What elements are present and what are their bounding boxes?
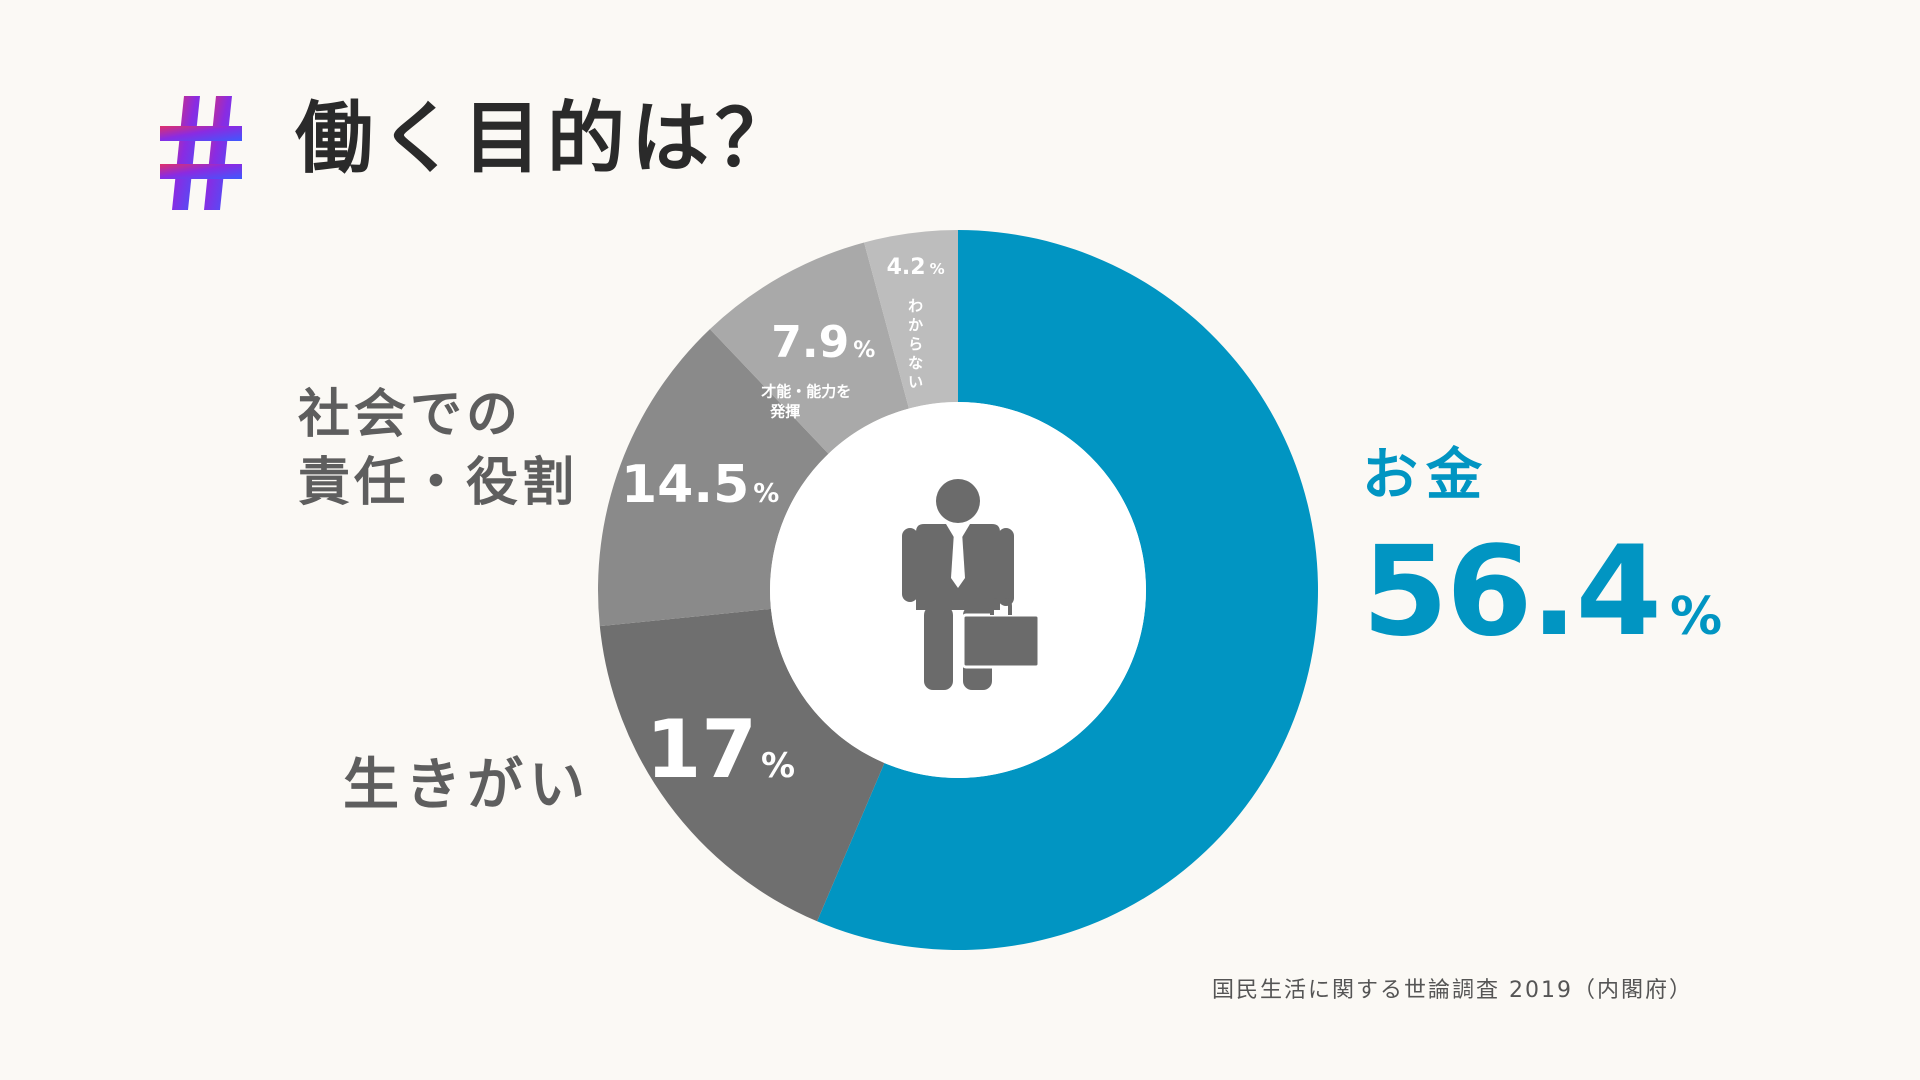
value-money: 56.4%	[1362, 530, 1722, 654]
label-money: お金	[1362, 443, 1490, 508]
slice-talent-value-label: 7.9%	[771, 317, 875, 368]
slice-talent	[709, 242, 909, 454]
label-society-role: 社会での 責任・役割	[298, 382, 578, 517]
slice-ikigai	[599, 608, 885, 922]
slice-unknown-category-label: い	[908, 373, 923, 391]
slice-society-role-value-label: 14.5%	[621, 455, 779, 515]
slice-money	[817, 230, 1318, 950]
value-money-percent: %	[1669, 587, 1722, 647]
businessman-with-briefcase-icon	[902, 479, 1041, 690]
slice-unknown	[864, 230, 958, 409]
label-society-line1: 社会での	[298, 385, 523, 445]
slice-ikigai-value-label: 17%	[646, 703, 795, 796]
source-note: 国民生活に関する世論調査 2019（内閣府）	[1212, 978, 1693, 1003]
label-society-line2: 責任・役割	[298, 452, 579, 513]
slice-talent-category-label: 発揮	[769, 402, 800, 420]
page-title: 働く目的は？	[295, 94, 800, 184]
label-ikigai: 生きがい	[343, 753, 591, 818]
slice-unknown-category-label: わ	[908, 297, 923, 315]
value-money-number: 56.4	[1362, 520, 1662, 664]
slice-talent-category-label: 才能・能力を	[761, 382, 851, 400]
slice-unknown-category-label: か	[908, 316, 923, 334]
slice-unknown-category-label: な	[908, 354, 923, 372]
slice-unknown-value-label: 4.2%	[887, 255, 945, 280]
slice-unknown-category-label: ら	[908, 335, 923, 353]
slice-society-role	[598, 329, 829, 627]
hashtag-icon	[160, 96, 242, 210]
money-callout: お金 56.4%	[1362, 443, 1722, 655]
